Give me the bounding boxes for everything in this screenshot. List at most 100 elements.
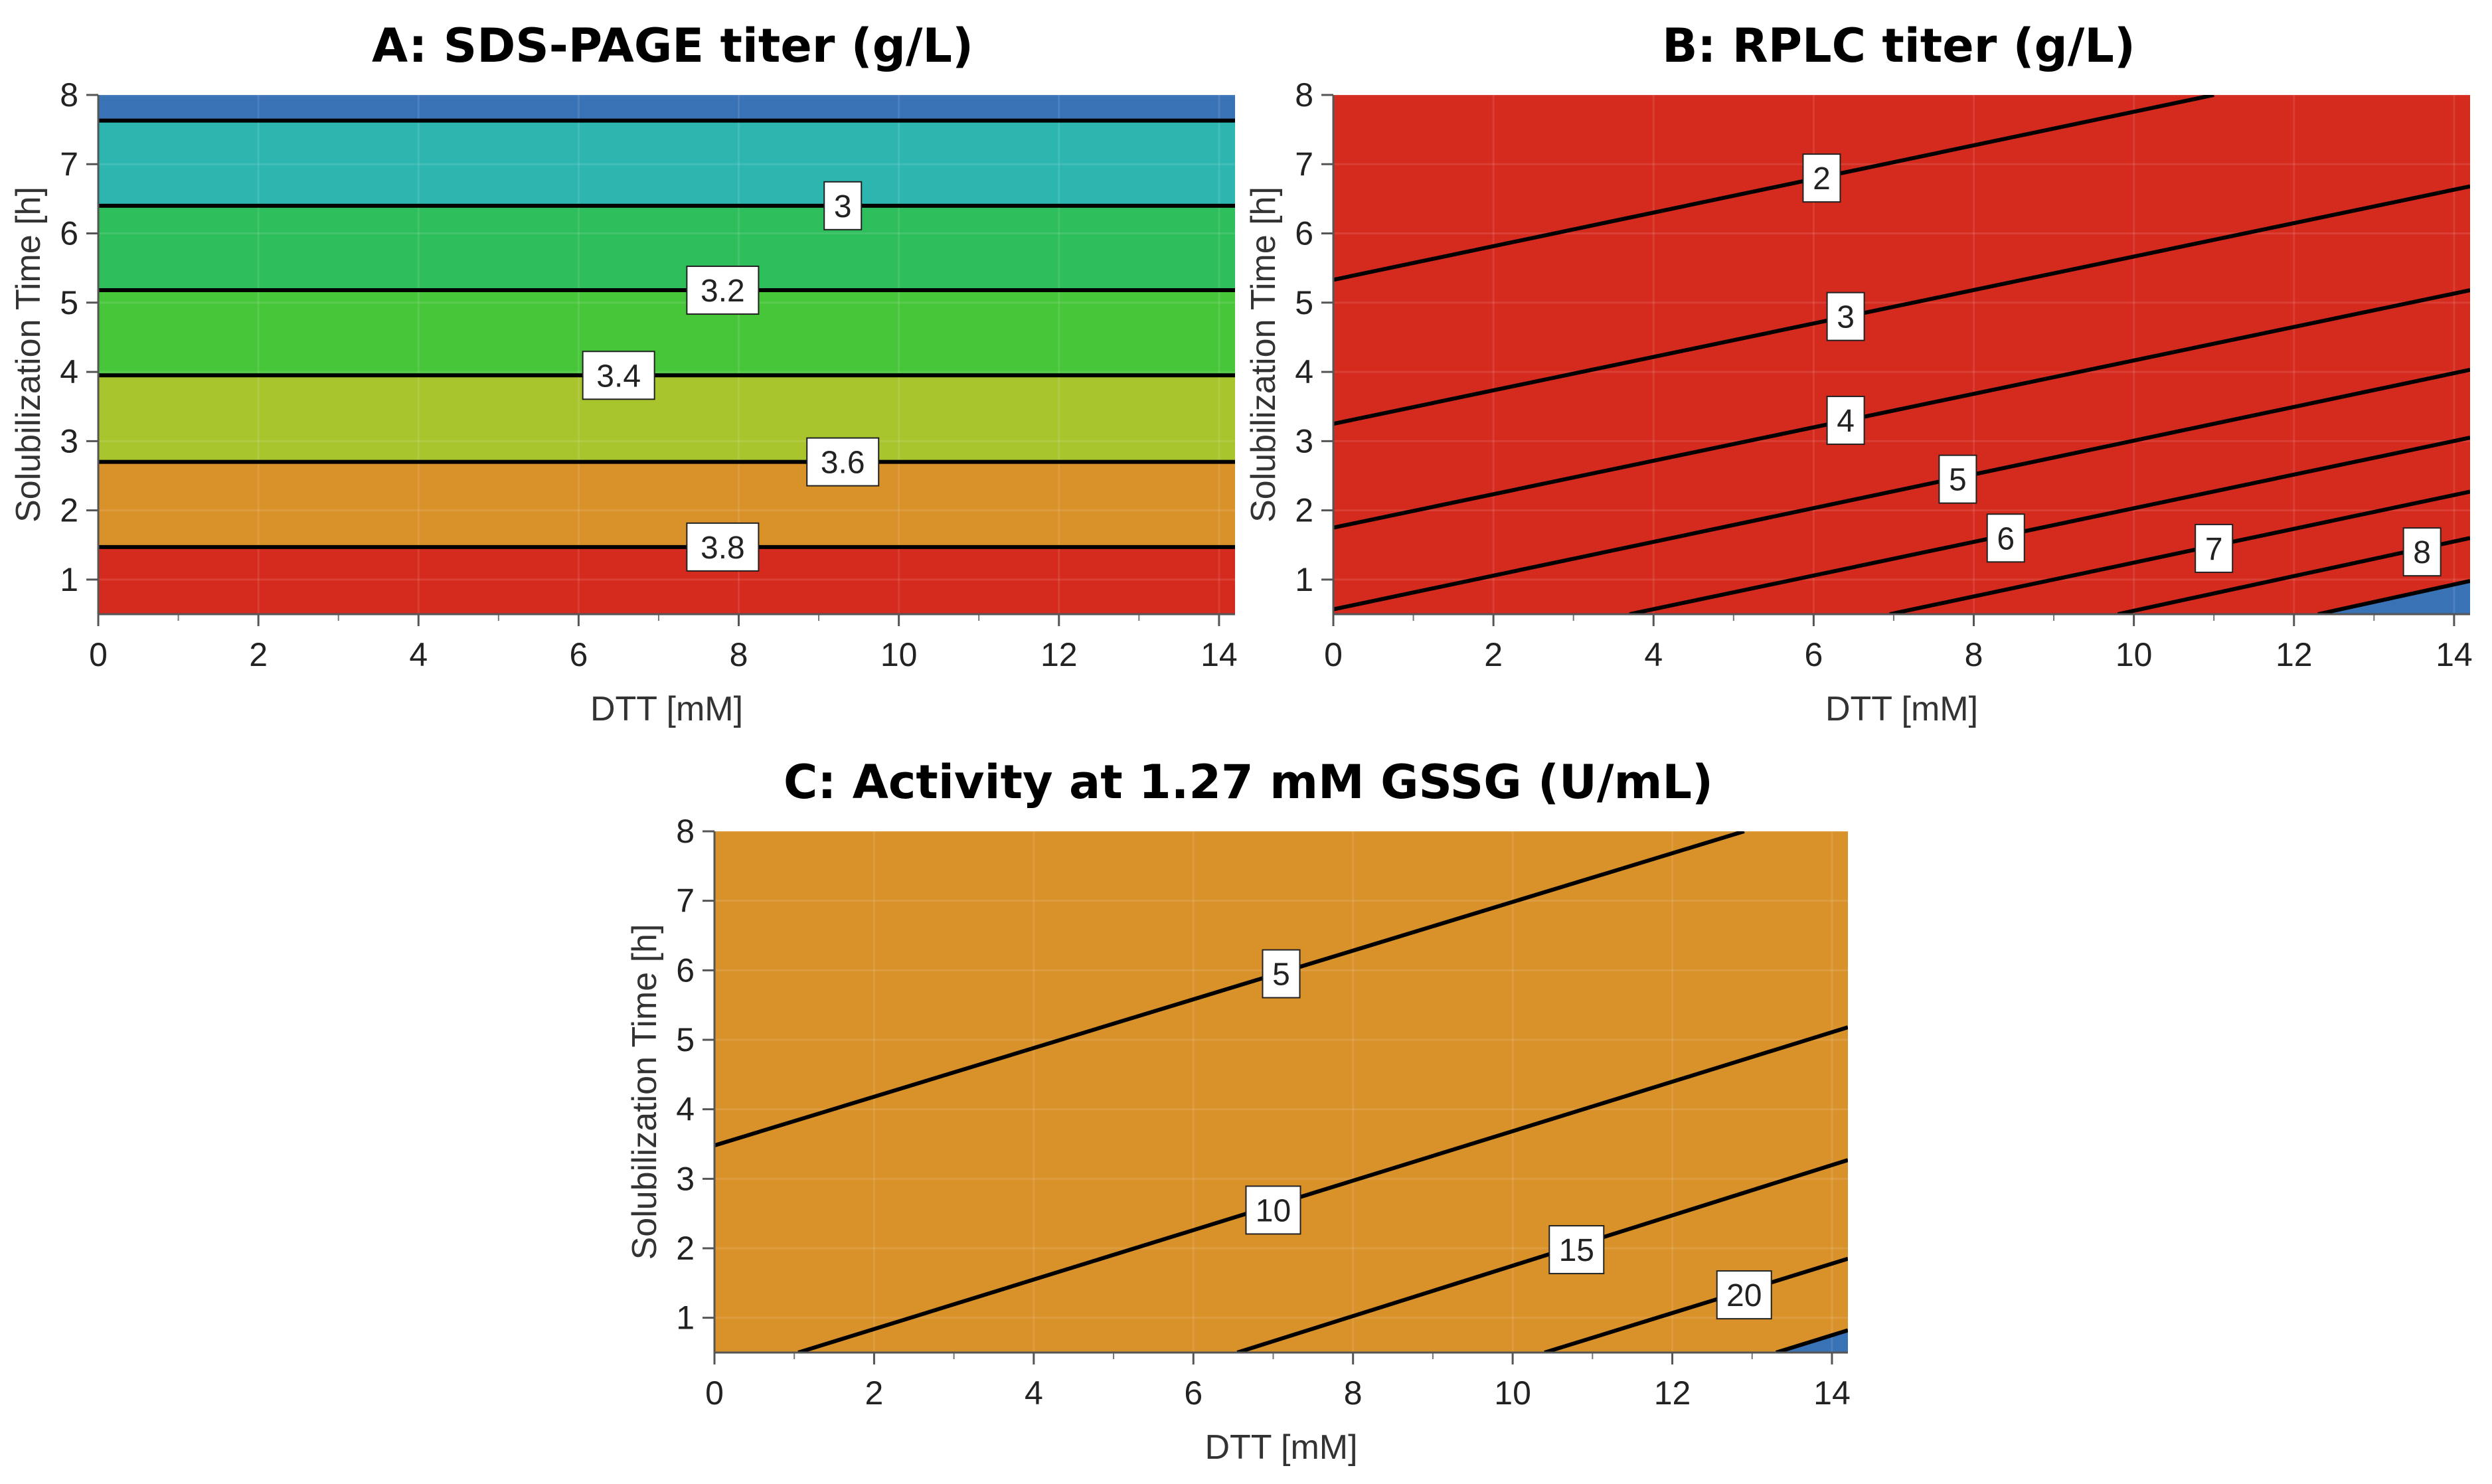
contour-region <box>98 290 1235 376</box>
contour-label-text: 3.4 <box>596 359 641 394</box>
x-tick-label: 0 <box>89 636 108 673</box>
contour-label-box <box>1716 1270 1772 1320</box>
x-axis-label: DTT [mM] <box>1204 1428 1357 1467</box>
contour-label-box <box>1245 1185 1301 1235</box>
contour-label-box <box>1826 396 1865 446</box>
y-tick-label: 4 <box>676 1091 695 1128</box>
contour-label: 2 <box>1802 153 1841 203</box>
contour-label: 3 <box>823 181 863 230</box>
y-tick-label: 3 <box>1295 422 1313 459</box>
x-tick-label: 12 <box>1040 636 1078 673</box>
y-tick-label: 3 <box>676 1160 695 1197</box>
x-tick-label: 8 <box>730 636 748 673</box>
y-axis-label: Solubilization Time [h] <box>9 187 48 523</box>
contour-label-text: 20 <box>1726 1278 1762 1313</box>
y-tick-label: 6 <box>60 215 78 252</box>
contour-line <box>797 1025 1848 1353</box>
contour-label: 4 <box>1826 396 1865 446</box>
x-tick-label: 8 <box>1344 1374 1363 1412</box>
contour-label: 10 <box>1245 1185 1301 1235</box>
x-tick-label: 4 <box>1644 636 1663 673</box>
contour-label-box <box>1826 291 1865 341</box>
y-axis-label: Solubilization Time [h] <box>625 924 664 1260</box>
contour-region <box>98 375 1235 462</box>
y-tick-label: 6 <box>1295 215 1313 252</box>
contour-label-text: 3.2 <box>701 274 745 309</box>
contour-label-text: 3.8 <box>701 531 745 566</box>
x-tick-label: 2 <box>249 636 268 673</box>
contour-label-text: 7 <box>2205 532 2223 567</box>
x-tick-label: 12 <box>2276 636 2313 673</box>
x-tick-label: 12 <box>1654 1374 1691 1412</box>
chart-title: C: Activity at 1.27 mM GSSG (U/mL) <box>784 755 1713 809</box>
contour-line <box>714 831 1745 1147</box>
contour-label-box <box>1262 949 1301 999</box>
contour-label: 3.6 <box>806 437 880 487</box>
chart-panel-b: B: RPLC titer (g/L) 2 3 4 5 6 7 8 0 2 4 6 8 10 12 14 1 2… <box>1244 0 2492 734</box>
contour-fill-group <box>1333 95 2470 614</box>
chart-panel-a: A: SDS-PAGE titer (g/L) 3.8 3.6 3.4 3.2 3 0 2 4… <box>0 0 1246 734</box>
y-tick-label: 1 <box>1295 561 1313 598</box>
contour-label-box <box>1986 513 2025 563</box>
y-tick-label: 8 <box>1295 76 1313 114</box>
x-tick-label: 14 <box>1201 636 1238 673</box>
contour-label-box <box>2402 527 2442 577</box>
chart-title: B: RPLC titer (g/L) <box>1662 19 2135 73</box>
x-tick-label: 6 <box>1804 636 1823 673</box>
x-tick-label: 2 <box>865 1374 884 1412</box>
y-tick-label: 2 <box>676 1230 695 1267</box>
contour-label-text: 3.6 <box>821 446 865 481</box>
contour-label-box <box>806 437 880 487</box>
contour-label: 5 <box>1938 454 1977 504</box>
contour-fill-group <box>98 95 1235 614</box>
y-axis-label: Solubilization Time [h] <box>1244 187 1283 523</box>
contour-line <box>2317 579 2470 614</box>
contour-label-text: 8 <box>2413 535 2431 570</box>
chart-title: A: SDS-PAGE titer (g/L) <box>371 19 974 73</box>
contour-line <box>1889 489 2470 614</box>
x-axis-label: DTT [mM] <box>590 690 743 728</box>
contour-label: 3 <box>1826 291 1865 341</box>
x-tick-label: 10 <box>880 636 918 673</box>
contour-label-text: 3 <box>1837 300 1855 335</box>
contour-label: 7 <box>2195 523 2234 573</box>
contour-line <box>1629 436 2470 614</box>
y-tick-label: 7 <box>1295 145 1313 183</box>
contour-line <box>1333 288 2470 530</box>
contour-label-box <box>1802 153 1841 203</box>
contour-line <box>1544 1256 1848 1353</box>
contour-label-box <box>686 266 760 315</box>
contour-region <box>98 95 1235 121</box>
y-tick-label: 3 <box>60 422 78 459</box>
contour-line <box>1333 95 2214 282</box>
contour-label: 8 <box>2402 527 2442 577</box>
contour-label-box <box>582 351 655 400</box>
y-tick-label: 6 <box>676 951 695 989</box>
contour-region <box>98 205 1235 290</box>
contour-label: 3.2 <box>686 266 760 315</box>
x-tick-label: 10 <box>2116 636 2153 673</box>
y-tick-label: 7 <box>60 145 78 183</box>
contour-label: 20 <box>1716 1270 1772 1320</box>
x-axis-label: DTT [mM] <box>1825 690 1978 728</box>
y-tick-label: 8 <box>60 76 78 114</box>
y-tick-label: 5 <box>60 284 78 321</box>
contour-label-text: 3 <box>834 189 852 224</box>
contour-region <box>98 120 1235 206</box>
contour-label: 6 <box>1986 513 2025 563</box>
x-tick-label: 10 <box>1494 1374 1531 1412</box>
y-tick-label: 2 <box>1295 492 1313 529</box>
contour-region <box>1333 95 2470 614</box>
contour-line <box>1333 184 2470 426</box>
contour-label-text: 4 <box>1837 404 1855 439</box>
contour-label-text: 10 <box>1256 1193 1291 1228</box>
contour-label: 5 <box>1262 949 1301 999</box>
x-tick-label: 14 <box>1813 1374 1851 1412</box>
y-tick-label: 5 <box>1295 284 1313 321</box>
contour-label-text: 15 <box>1559 1233 1594 1268</box>
chart-panel-c: C: Activity at 1.27 mM GSSG (U/mL) 5 10 15… <box>618 740 1879 1484</box>
